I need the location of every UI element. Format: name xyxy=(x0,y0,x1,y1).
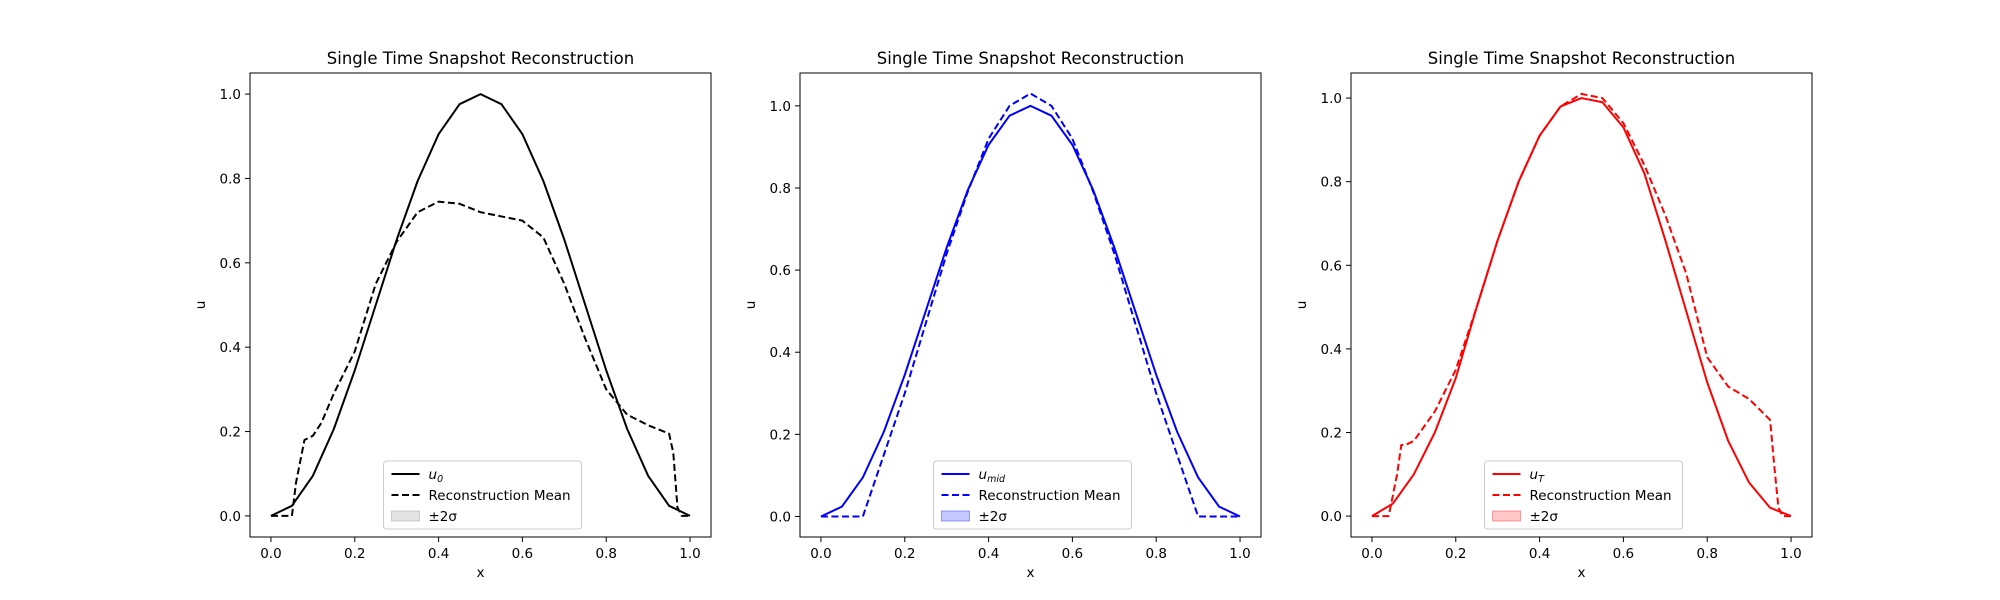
y-tick-label: 0.6 xyxy=(770,263,791,279)
x-tick-label: 0.6 xyxy=(1062,546,1083,562)
x-tick-label: 0.8 xyxy=(1145,546,1166,562)
x-tick-label: 0.0 xyxy=(1361,546,1382,562)
x-tick-label: 0.6 xyxy=(512,546,533,562)
series-line-reconstruction-mean xyxy=(1371,92,1792,518)
y-tick-label: 1.0 xyxy=(220,87,241,103)
chart-title: Single Time Snapshot Reconstruction xyxy=(877,49,1184,68)
legend-box xyxy=(1484,460,1683,530)
axes-frame xyxy=(249,72,712,538)
y-axis-label: u xyxy=(193,301,209,310)
y-tick-label: 0.6 xyxy=(1321,258,1342,274)
y-axis-label: u xyxy=(1294,301,1310,310)
legend-label: Reconstruction Mean xyxy=(1530,488,1672,504)
series-line-u-t xyxy=(1371,97,1792,518)
x-axis-label: x xyxy=(477,565,485,581)
x-tick-label: 0.6 xyxy=(1613,546,1634,562)
legend-band-swatch xyxy=(941,510,970,522)
chart-title: Single Time Snapshot Reconstruction xyxy=(1428,49,1735,68)
y-axis-label: u xyxy=(743,301,759,310)
x-tick-label: 0.4 xyxy=(1529,546,1550,562)
legend-box xyxy=(383,460,582,530)
x-tick-label: 0.2 xyxy=(1445,546,1466,562)
legend-label: ±2σ xyxy=(429,509,458,525)
y-tick-label: 0.4 xyxy=(770,345,791,361)
axes-frame xyxy=(799,72,1262,538)
legend-label: ±2σ xyxy=(979,509,1008,525)
series-line-reconstruction-mean xyxy=(820,92,1241,518)
y-tick-label: 1.0 xyxy=(770,99,791,115)
x-tick-label: 0.0 xyxy=(260,546,281,562)
x-tick-label: 0.2 xyxy=(894,546,915,562)
x-tick-label: 0.4 xyxy=(978,546,999,562)
series-line-u-mid xyxy=(820,104,1241,518)
y-tick-label: 0.2 xyxy=(1321,425,1342,441)
legend-box xyxy=(933,460,1132,530)
y-tick-label: 0.4 xyxy=(1321,342,1342,358)
y-tick-label: 0.4 xyxy=(220,340,241,356)
chart-title: Single Time Snapshot Reconstruction xyxy=(327,49,634,68)
y-tick-label: 0.0 xyxy=(1321,509,1342,525)
series-line-u-0 xyxy=(270,93,691,517)
x-tick-label: 1.0 xyxy=(1229,546,1250,562)
x-tick-label: 1.0 xyxy=(1780,546,1801,562)
subplot-3: 0.0 0.2 0.4 0.6 0.8 1.0 0.0 0.2 0.4 0.6 0.8 1.0 Sing… xyxy=(1294,49,1813,581)
plot-lines xyxy=(270,93,691,517)
legend-label: Reconstruction Mean xyxy=(429,488,571,504)
plot-lines xyxy=(820,92,1241,518)
legend-label: uT xyxy=(1530,467,1546,485)
x-tick-label: 0.2 xyxy=(344,546,365,562)
plot-lines xyxy=(1371,92,1792,518)
y-tick-label: 0.2 xyxy=(770,427,791,443)
legend-label: ±2σ xyxy=(1530,509,1559,525)
x-tick-label: 0.8 xyxy=(595,546,616,562)
legend-label: Reconstruction Mean xyxy=(979,488,1121,504)
y-tick-label: 0.8 xyxy=(220,171,241,187)
x-tick-label: 0.4 xyxy=(428,546,449,562)
legend: uT Reconstruction Mean ±2σ xyxy=(1484,460,1683,530)
legend-band-swatch xyxy=(391,510,420,522)
subplot-1: 0.0 0.2 0.4 0.6 0.8 1.0 0.0 0.2 0.4 0.6 0.8 1.0 Sing… xyxy=(193,49,712,581)
axes-frame xyxy=(1350,72,1813,538)
legend-label: u0 xyxy=(429,467,444,485)
legend: umid Reconstruction Mean ±2σ xyxy=(933,460,1132,530)
x-axis-label: x xyxy=(1578,565,1586,581)
subplot-2: 0.0 0.2 0.4 0.6 0.8 1.0 0.0 0.2 0.4 0.6 0.8 1.0 Sing… xyxy=(743,49,1262,581)
y-tick-label: 0.2 xyxy=(220,425,241,441)
y-tick-label: 1.0 xyxy=(1321,91,1342,107)
y-tick-label: 0.0 xyxy=(220,509,241,525)
x-tick-label: 0.0 xyxy=(810,546,831,562)
x-tick-label: 1.0 xyxy=(679,546,700,562)
y-tick-label: 0.8 xyxy=(770,181,791,197)
legend: u0 Reconstruction Mean ±2σ xyxy=(383,460,582,530)
legend-label: umid xyxy=(979,467,1006,485)
y-tick-label: 0.0 xyxy=(770,509,791,525)
legend-band-swatch xyxy=(1492,510,1521,522)
series-line-reconstruction-mean xyxy=(270,200,691,517)
y-tick-label: 0.8 xyxy=(1321,175,1342,191)
y-tick-label: 0.6 xyxy=(220,256,241,272)
x-tick-label: 0.8 xyxy=(1696,546,1717,562)
x-axis-label: x xyxy=(1027,565,1035,581)
